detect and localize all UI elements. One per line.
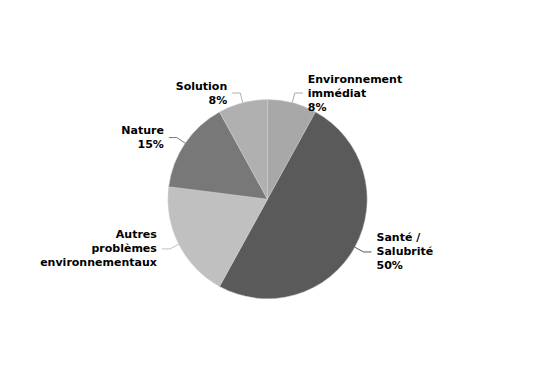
svg-text:8%: 8%: [308, 101, 327, 114]
svg-text:problèmes: problèmes: [91, 242, 157, 255]
svg-text:Autres: Autres: [116, 228, 157, 241]
svg-text:environnementaux: environnementaux: [40, 256, 157, 269]
svg-text:50%: 50%: [377, 259, 403, 272]
svg-text:8%: 8%: [209, 94, 228, 107]
svg-text:immédiat: immédiat: [308, 87, 366, 100]
svg-text:Nature: Nature: [121, 124, 164, 137]
svg-text:Environnement: Environnement: [308, 73, 402, 86]
svg-text:Salubrité: Salubrité: [377, 245, 434, 258]
svg-text:Santé /: Santé /: [377, 231, 422, 244]
svg-text:Solution: Solution: [176, 80, 228, 93]
svg-text:15%: 15%: [138, 138, 164, 151]
